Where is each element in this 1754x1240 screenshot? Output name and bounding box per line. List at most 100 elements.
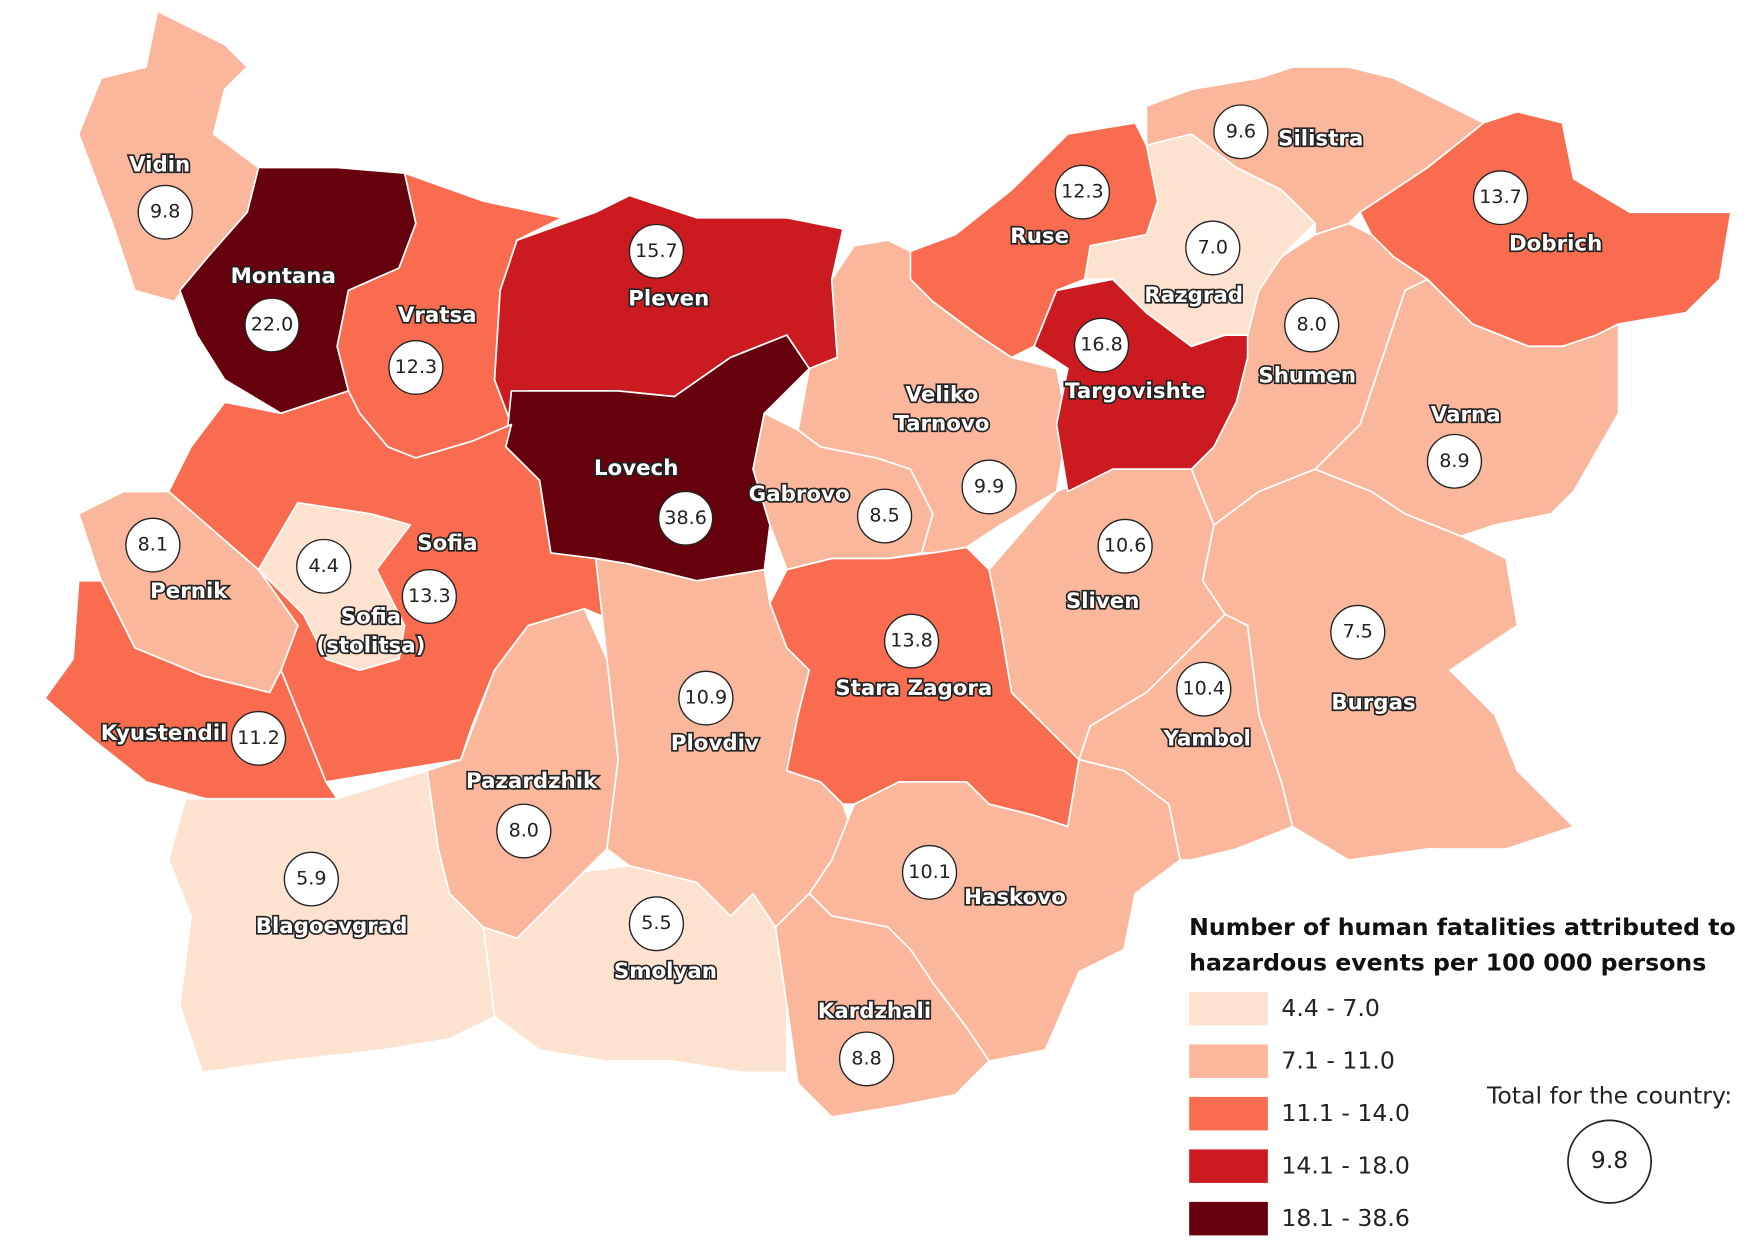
region-value: 7.5: [1343, 621, 1373, 643]
value-circle: [961, 459, 1017, 515]
value-circle: [1426, 433, 1483, 489]
total-label: Total for the country:: [1486, 1081, 1732, 1109]
region-value: 8.0: [1297, 314, 1327, 336]
region-value: 7.0: [1198, 237, 1228, 259]
legend-label: 7.1 - 11.0: [1281, 1047, 1395, 1075]
region-value: 10.6: [1104, 535, 1147, 557]
region-value: 13.3: [408, 585, 451, 607]
region-value: 12.3: [1061, 181, 1104, 203]
region-name: Vidin: [129, 152, 190, 177]
region-value: 9.8: [150, 201, 180, 223]
legend-label: 4.4 - 7.0: [1281, 994, 1380, 1022]
region-name: Montana: [231, 264, 336, 289]
region-name: Sofia: [417, 531, 477, 556]
value-circle: [678, 670, 734, 726]
value-circle: [628, 896, 685, 952]
total-circle: [1567, 1119, 1652, 1204]
value-circle: [883, 613, 940, 669]
region-name: Sliven: [1066, 589, 1140, 614]
region-name: Veliko: [906, 382, 979, 407]
map: 9.8 Vidin 22.0 Montana 12.3 Vratsa 15.7 Pleven 3…: [44, 10, 1736, 1236]
region-name: Pazardzhik: [466, 769, 598, 794]
region-value: 10.4: [1183, 678, 1226, 700]
value-circle: [244, 297, 300, 353]
region-name: Lovech: [594, 456, 678, 481]
value-circle: [388, 340, 444, 395]
region-name: Gabrovo: [749, 482, 850, 507]
value-circle: [401, 568, 458, 624]
region-name: Ruse: [1010, 224, 1069, 249]
value-circle: [137, 184, 193, 240]
region-value: 12.3: [395, 356, 438, 378]
legend-swatch: [1189, 1096, 1268, 1131]
value-circle: [838, 1031, 895, 1087]
region-value: 5.9: [296, 868, 326, 890]
region-value: 4.4: [309, 555, 339, 577]
region-name: Pleven: [628, 286, 709, 311]
value-circle: [1213, 104, 1269, 160]
value-circle: [1472, 170, 1529, 226]
value-circle: [628, 223, 685, 279]
region-name: Kyustendil: [101, 721, 228, 746]
value-circle: [1054, 164, 1111, 220]
value-circle: [1330, 604, 1386, 660]
region-name: Vratsa: [398, 303, 477, 328]
region-value: 22.0: [251, 314, 294, 336]
region-name: Shumen: [1258, 363, 1356, 388]
value-circle: [1176, 661, 1232, 717]
value-circle: [901, 844, 958, 900]
region-name: Kardzhali: [818, 999, 931, 1024]
value-circle: [283, 851, 339, 907]
legend-label: 14.1 - 18.0: [1281, 1152, 1410, 1180]
region-value: 10.9: [685, 687, 728, 709]
region-value: 38.6: [664, 507, 707, 529]
legend-label: 11.1 - 14.0: [1281, 1099, 1410, 1127]
region-name: Smolyan: [614, 959, 717, 984]
region-name: Plovdiv: [671, 731, 759, 756]
region: [774, 892, 990, 1118]
value-circle: [230, 710, 287, 766]
value-circle: [657, 490, 714, 546]
region-name: Sofia: [341, 605, 401, 630]
legend-title: hazardous events per 100 000 persons: [1189, 949, 1706, 977]
value-circle: [1185, 220, 1241, 276]
region-value: 8.9: [1439, 450, 1469, 472]
legend-swatch: [1189, 991, 1268, 1026]
region-value: 16.8: [1080, 334, 1123, 356]
region-name: Silistra: [1278, 127, 1363, 152]
region-value: 11.2: [237, 727, 280, 749]
region-name: Stara Zagora: [835, 676, 992, 701]
region-value: 9.9: [974, 476, 1004, 498]
region-name: Targovishte: [1065, 379, 1205, 404]
region-value: 9.6: [1226, 120, 1256, 142]
region-name: Haskovo: [964, 885, 1066, 910]
region-value: 8.5: [869, 505, 899, 527]
region-value: 5.5: [641, 912, 671, 934]
region-name: Tarnovo: [894, 412, 989, 437]
region-value: 8.0: [509, 820, 539, 842]
value-circle: [496, 803, 552, 859]
value-circle: [296, 538, 352, 594]
legend-title: Number of human fatalities attributed to: [1189, 913, 1736, 941]
region-name: Razgrad: [1144, 283, 1243, 308]
region-value: 10.1: [908, 861, 951, 883]
total-value: 9.8: [1591, 1146, 1629, 1174]
legend-label: 18.1 - 38.6: [1281, 1204, 1410, 1232]
region-value: 8.1: [138, 534, 168, 556]
region-name: (stolitsa): [316, 634, 425, 659]
value-circle: [856, 488, 913, 544]
legend-swatch: [1189, 1149, 1268, 1183]
region-value: 8.8: [851, 1047, 881, 1069]
region-name: Pernik: [150, 579, 228, 604]
value-circle: [1284, 297, 1340, 353]
region-name: Burgas: [1331, 691, 1415, 716]
region-value: 15.7: [635, 240, 678, 262]
legend-swatch: [1189, 1201, 1268, 1236]
region-value: 13.8: [890, 630, 933, 652]
region-name: Varna: [1431, 403, 1501, 428]
region-name: Blagoevgrad: [256, 914, 408, 939]
value-circle: [1073, 317, 1130, 373]
region-value: 13.7: [1479, 186, 1522, 208]
region-name: Dobrich: [1509, 232, 1602, 257]
